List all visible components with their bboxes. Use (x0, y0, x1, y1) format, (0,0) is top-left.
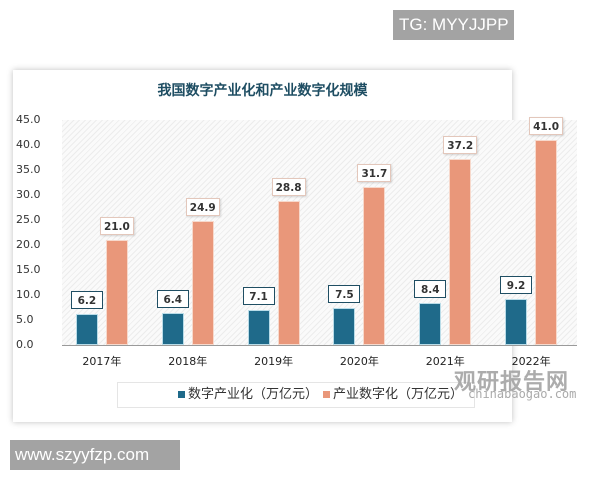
y-tick-label: 40.0 (16, 138, 41, 151)
bar-series2 (105, 240, 128, 345)
bar-series2 (449, 159, 472, 345)
legend: 数字产业化（万亿元） 产业数字化（万亿元） (117, 382, 475, 408)
legend-item-series2: 产业数字化（万亿元） (323, 383, 463, 407)
data-label: 41.0 (529, 117, 564, 135)
bottom-watermark-badge: www.szyyfzp.com (10, 440, 180, 470)
bar-series1 (161, 313, 184, 345)
bar-series2 (191, 220, 214, 345)
data-label: 37.2 (443, 136, 478, 154)
chart-title: 我国数字产业化和产业数字化规模 (157, 83, 368, 99)
bar-series1 (505, 299, 528, 345)
bar-series2 (363, 186, 386, 345)
x-tick-label: 2018年 (168, 355, 208, 368)
data-label: 8.4 (414, 280, 447, 298)
data-label: 28.8 (271, 178, 306, 196)
legend-label: 数字产业化（万亿元） (188, 387, 319, 402)
legend-swatch-orange-icon (323, 391, 330, 398)
x-tick-label: 2020年 (339, 355, 379, 368)
watermark-logo: 观研报告网 (454, 370, 570, 395)
y-tick-label: 20.0 (16, 238, 41, 251)
y-tick-label: 30.0 (16, 188, 41, 201)
y-tick-label: 0.0 (16, 338, 34, 351)
y-tick-label: 35.0 (16, 163, 41, 176)
plot-area (62, 120, 577, 345)
data-label: 9.2 (500, 276, 533, 294)
data-label: 21.0 (99, 217, 134, 235)
y-tick-label: 25.0 (16, 213, 41, 226)
data-label: 31.7 (357, 163, 392, 182)
x-tick-label: 2017年 (82, 355, 122, 368)
data-label: 6.4 (156, 290, 189, 308)
bar-series1 (419, 303, 442, 345)
y-tick-label: 15.0 (16, 263, 41, 276)
x-tick-label: 2021年 (425, 355, 465, 368)
data-label: 6.2 (70, 291, 103, 309)
y-tick-label: 10.0 (16, 288, 41, 301)
legend-item-series1: 数字产业化（万亿元） (178, 383, 318, 407)
legend-swatch-blue-icon (178, 391, 185, 398)
y-tick-label: 5.0 (16, 313, 34, 326)
watermark-url: chinabaogao.com (468, 387, 577, 401)
legend-label: 产业数字化（万亿元） (333, 387, 464, 402)
data-label: 7.1 (242, 286, 275, 305)
top-watermark-badge: TG: MYYJJPP (393, 10, 514, 40)
bar-series2 (535, 140, 558, 345)
bar-series1 (333, 307, 356, 345)
x-tick-label: 2019年 (254, 355, 294, 368)
bar-series2 (277, 201, 300, 345)
x-axis-line (62, 345, 577, 346)
y-tick-label: 45.0 (16, 113, 41, 126)
data-label: 24.9 (185, 197, 220, 216)
bar-series1 (75, 314, 98, 345)
bar-series1 (247, 309, 270, 345)
x-tick-label: 2022年 (511, 355, 551, 368)
data-label: 7.5 (328, 284, 361, 303)
